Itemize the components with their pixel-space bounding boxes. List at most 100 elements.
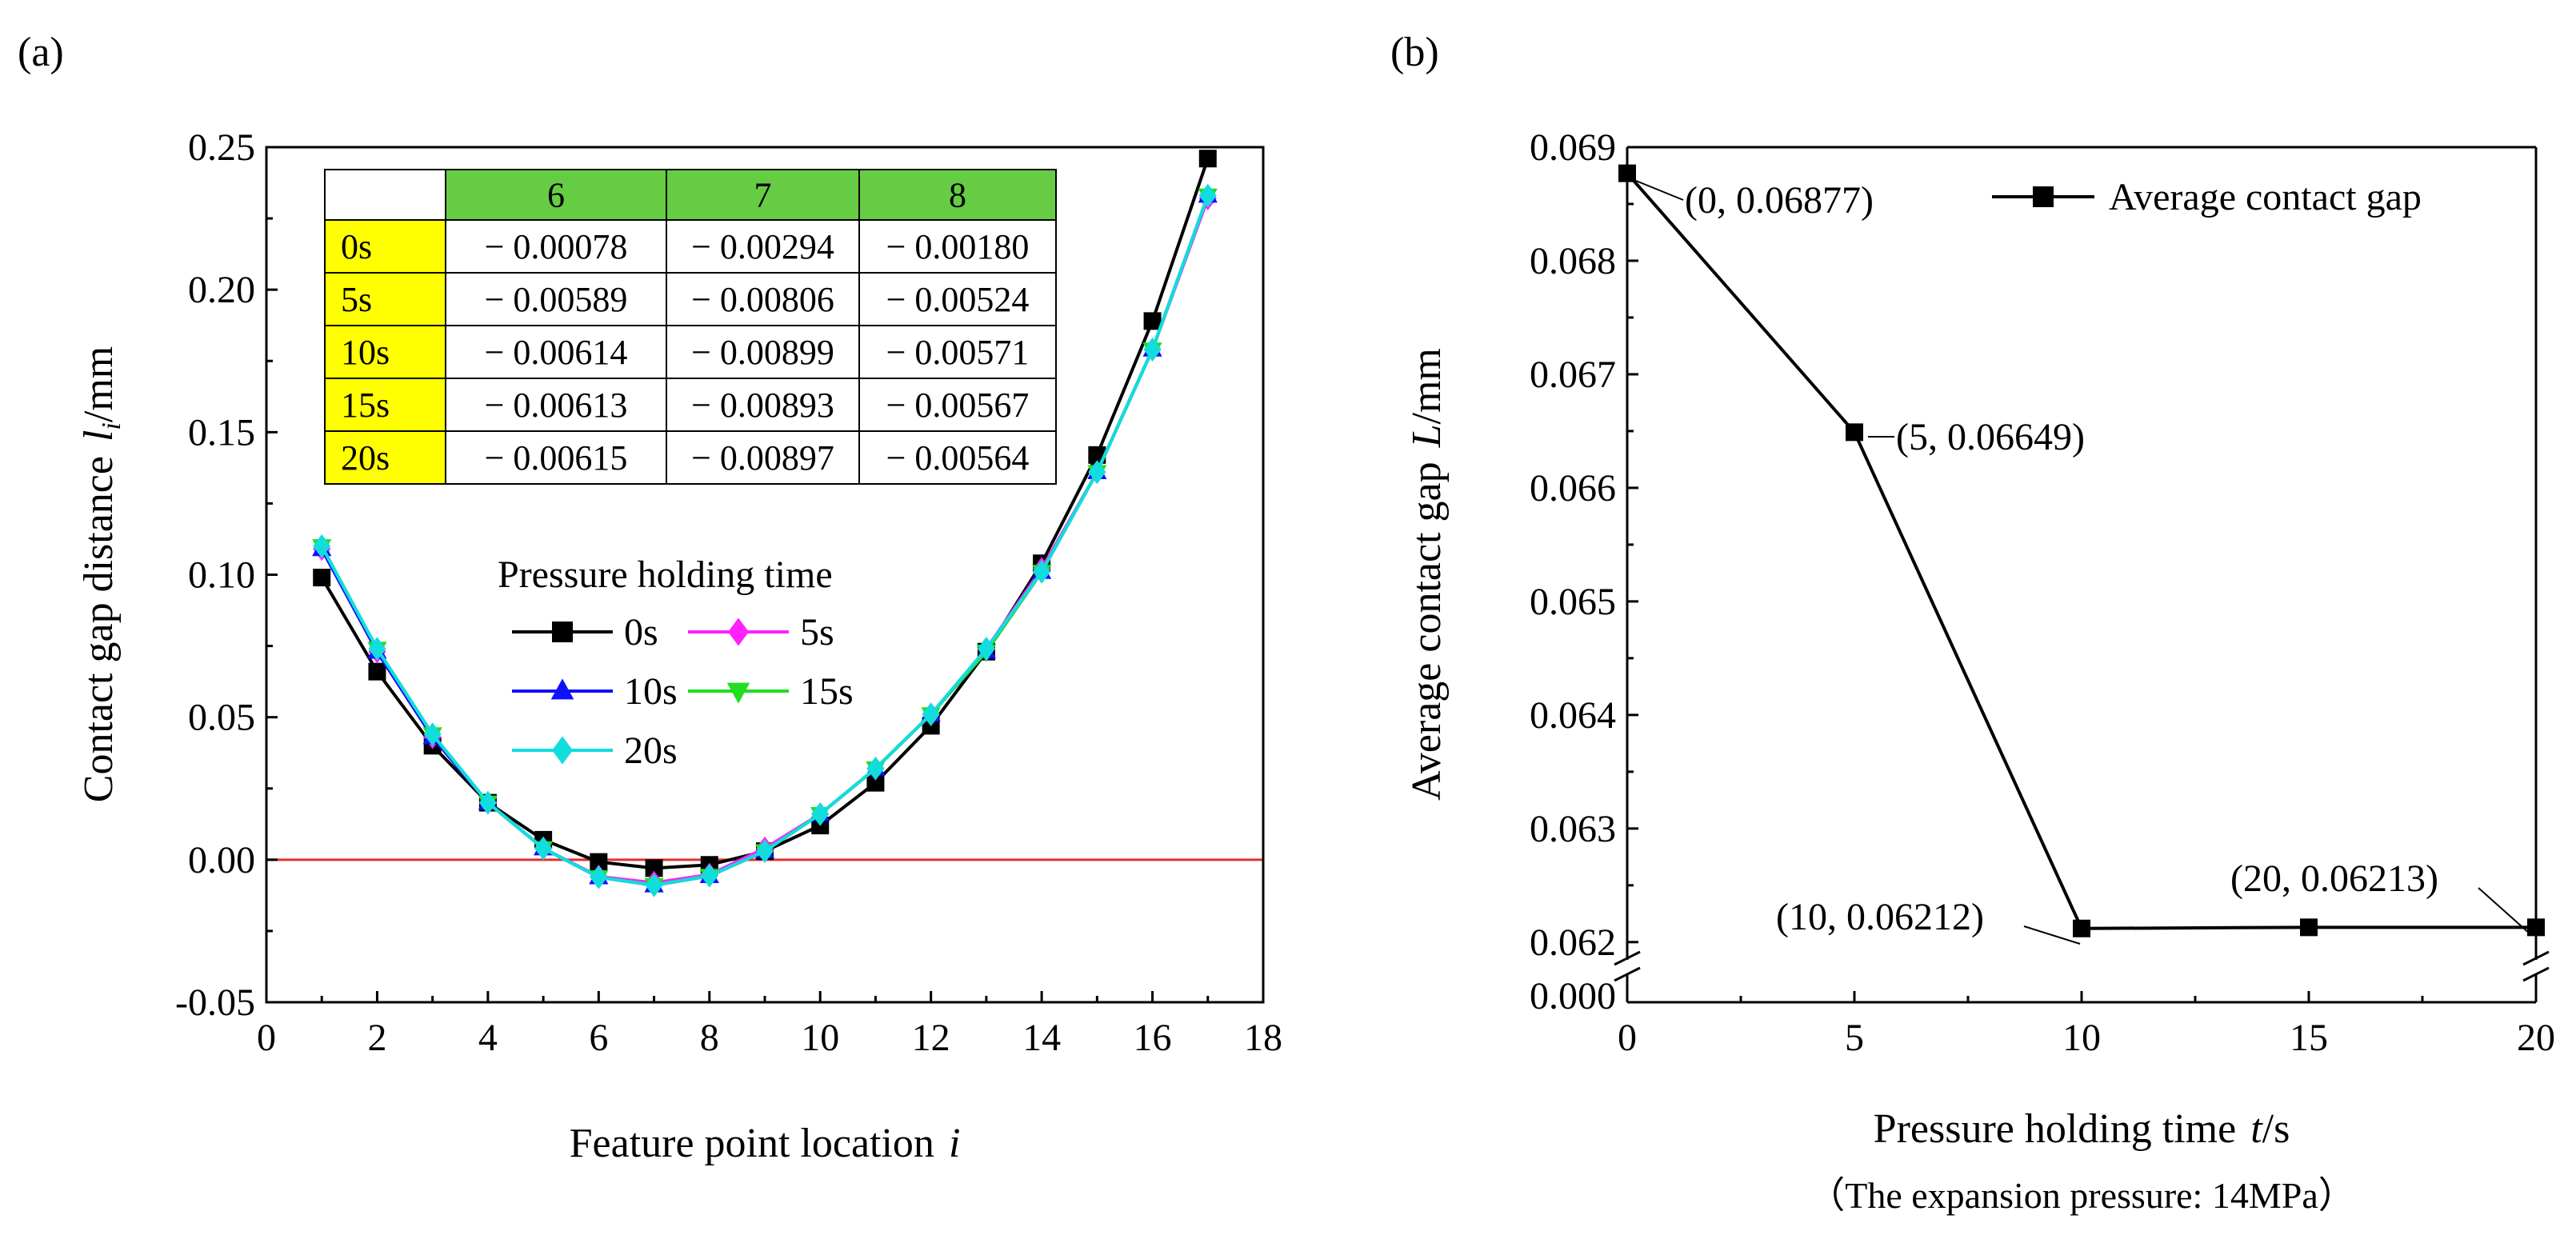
a-x-tick-label: 4 (478, 1017, 498, 1059)
b-annotation-2: (10, 0.06212) (1776, 896, 1984, 938)
a-data-point (1143, 312, 1162, 330)
a-legend-item: 20s (512, 729, 678, 772)
a-legend-marker (550, 678, 574, 700)
a-legend-marker (552, 736, 573, 765)
a-table-value: − 0.00524 (886, 280, 1030, 319)
a-table-value: − 0.00897 (691, 438, 834, 478)
b-x-tick-label: 20 (2517, 1017, 2555, 1059)
a-legend-label: 0s (624, 611, 658, 653)
a-table-cell (666, 219, 860, 274)
a-legend: Pressure holding time 0s 5s 10s 15s 20s (498, 554, 854, 772)
a-data-point (645, 873, 663, 897)
a-table-cell (324, 169, 446, 221)
a-data-point (1198, 150, 1217, 168)
a-table-cell (445, 430, 667, 485)
a-table-row-label: 10s (341, 333, 390, 372)
a-legend-label: 10s (624, 670, 678, 713)
a-data-point (645, 859, 663, 877)
a-table-value: − 0.00615 (485, 438, 628, 478)
b-x-tick-label: 10 (2062, 1017, 2101, 1059)
a-data-point (756, 839, 774, 863)
a-table-row-label: 0s (341, 227, 372, 266)
b-annotation-leader-2 (2023, 925, 2081, 945)
a-table-value: − 0.00614 (485, 333, 628, 372)
a-axis-ticks: 0 2 4 6 8 10 12 14 16 18 -0.05 0.00 0.05 0.10 0.15 0.20… (175, 126, 1282, 1059)
a-y-tick-label: 0.00 (188, 839, 255, 881)
b-legend-marker (2033, 186, 2054, 207)
a-x-tick-label: 10 (801, 1017, 839, 1059)
b-annotation-leader-3 (2478, 887, 2531, 935)
a-inset-table: 6 7 8 0s − 0.00078 − 0.00294 − 0.00180 5s − 0.00… (324, 169, 1057, 485)
a-table-cell (445, 272, 667, 326)
a-y-tick-label: 0.10 (188, 554, 255, 597)
a-legend-label: 20s (624, 729, 678, 772)
a-table-value: − 0.00806 (691, 280, 834, 319)
a-table-cell (445, 325, 667, 379)
a-table-cell (858, 430, 1057, 485)
b-y-tick-label: 0.064 (1530, 694, 1616, 737)
a-table-cell (858, 378, 1057, 432)
panel-a-label: (a) (18, 30, 64, 75)
b-data-point (1618, 164, 1636, 182)
a-data-point (590, 853, 608, 871)
a-x-tick-label: 16 (1134, 1017, 1172, 1059)
a-legend-item: 0s (512, 611, 658, 653)
b-data-point (2073, 919, 2090, 937)
b-y-tick-label: 0.068 (1530, 240, 1616, 282)
a-y-tick-label: 0.20 (188, 269, 255, 311)
a-x-tick-label: 2 (367, 1017, 386, 1059)
a-table-cell (324, 430, 446, 485)
a-data-point (368, 637, 386, 661)
a-table-cell (666, 325, 860, 379)
panel-b: (b) 0 5 10 15 20 0.062 0.063 0.064 0.065 0.066 0.0… (1390, 30, 2555, 1216)
a-table-row-label: 20s (341, 438, 390, 478)
a-legend-item: 10s (512, 670, 678, 713)
a-data-point (478, 790, 497, 815)
a-table-cell (445, 378, 667, 432)
a-table-value: − 0.00893 (691, 386, 834, 425)
a-data-point (866, 773, 885, 792)
b-x-tick-label: 15 (2290, 1017, 2328, 1059)
a-data-point (313, 534, 331, 558)
a-series-20s (313, 183, 1217, 897)
b-legend-label: Average contact gap (2109, 176, 2422, 218)
a-table-header: 7 (754, 176, 772, 215)
a-legend-label: 15s (800, 670, 854, 713)
b-annotation-1: (5, 0.06649) (1896, 416, 2085, 458)
a-x-tick-label: 12 (912, 1017, 950, 1059)
a-table-cell (858, 219, 1057, 274)
b-y-tick-label: 0.067 (1530, 354, 1616, 396)
a-legend-marker (728, 618, 749, 646)
b-data-point (1846, 423, 1863, 442)
b-y-tick-label: 0.062 (1530, 921, 1616, 964)
a-table-cell (445, 219, 667, 274)
a-data-point (590, 865, 608, 889)
a-legend-items: 0s 5s 10s 15s 20s (512, 611, 854, 772)
a-table-value: − 0.00564 (886, 438, 1030, 478)
a-data-point (423, 722, 442, 746)
a-table-cell (666, 430, 860, 485)
b-y-tick-label: 0.063 (1530, 808, 1616, 850)
a-table-value: − 0.00180 (886, 227, 1030, 266)
b-series-line (1626, 172, 2536, 930)
a-x-tick-label: 8 (700, 1017, 719, 1059)
a-data-point (368, 662, 386, 681)
a-x-axis-title: Feature point location i (570, 1121, 961, 1166)
a-table-value: − 0.00567 (886, 386, 1030, 425)
a-data-point (922, 702, 940, 726)
a-legend-marker (552, 622, 573, 642)
a-table-header: 8 (949, 176, 966, 215)
a-y-axis-title: Contact gap distanceli/mm (76, 346, 126, 802)
b-caption: （The expansion pressure: 14MPa） (1808, 1175, 2355, 1216)
b-series-layer (1618, 164, 2545, 937)
b-y-tick-label-lower: 0.000 (1530, 975, 1616, 1017)
a-table-cell (324, 325, 446, 379)
b-axis-ticks: 0 5 10 15 20 0.062 0.063 0.064 0.065 0.066 0.067 0.… (1530, 126, 2555, 1059)
b-x-tick-label: 0 (1618, 1017, 1637, 1059)
a-table-value: − 0.00613 (485, 386, 628, 425)
a-data-point (1198, 183, 1217, 208)
a-data-point (1033, 560, 1051, 584)
b-data-point (2527, 918, 2545, 937)
b-annotation-leader-0 (1635, 180, 1684, 201)
